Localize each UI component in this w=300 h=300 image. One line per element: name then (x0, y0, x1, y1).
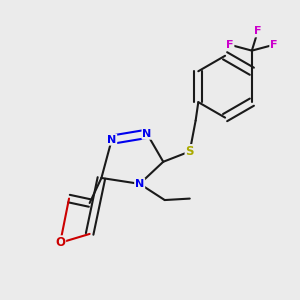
Text: S: S (185, 145, 194, 158)
Text: N: N (135, 179, 144, 189)
Text: O: O (55, 236, 65, 249)
Text: N: N (107, 135, 116, 145)
Text: F: F (226, 40, 233, 50)
Text: N: N (142, 129, 152, 139)
Text: F: F (270, 40, 278, 50)
Text: F: F (254, 26, 262, 37)
